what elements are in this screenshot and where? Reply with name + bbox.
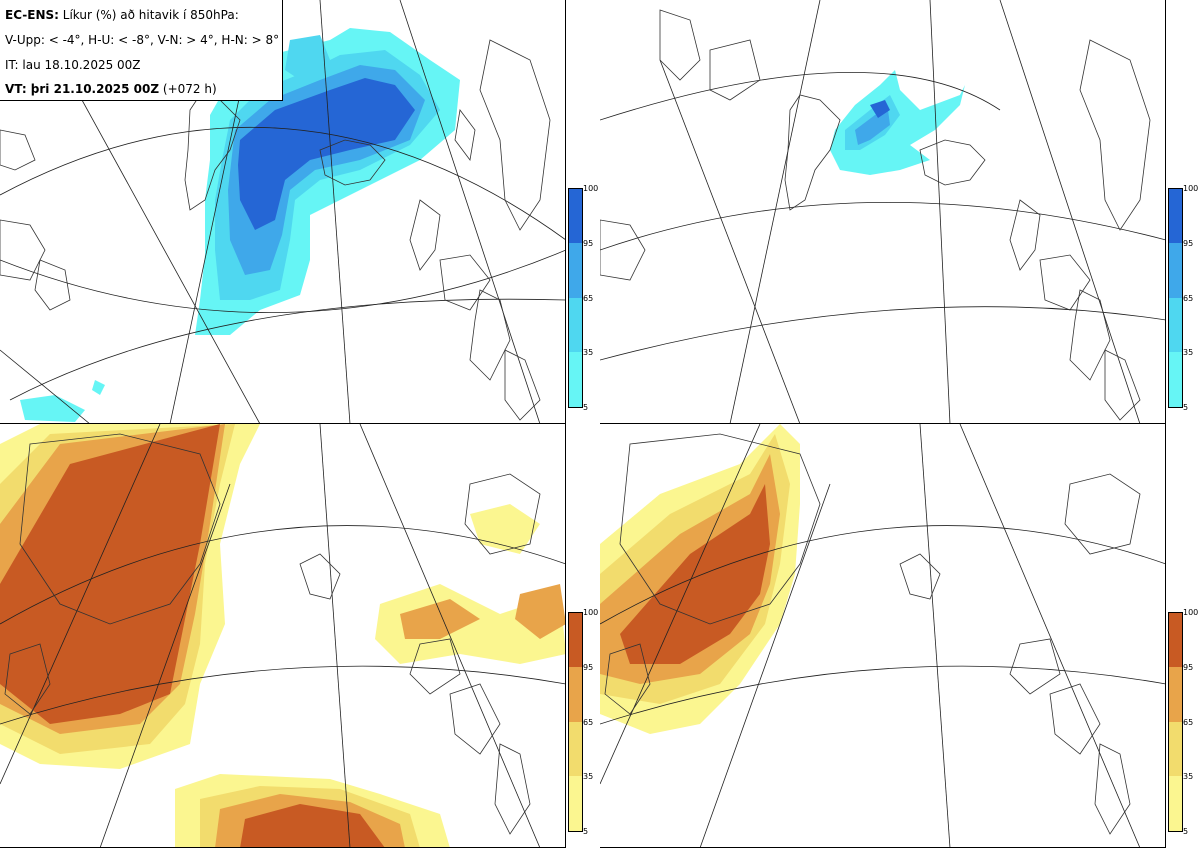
colorbar-label: 65: [1183, 294, 1194, 303]
colorbar-label: 95: [583, 239, 594, 248]
probability-map: [600, 424, 1166, 848]
colorbar-label: 65: [1183, 718, 1194, 727]
colorbar-label: 100: [1183, 184, 1199, 193]
map-panel-cold-minus8: 100 95 65 35 5: [600, 0, 1200, 424]
colorbar-label: 65: [583, 718, 594, 727]
colorbar: [568, 188, 583, 408]
colorbar-label: 95: [1183, 239, 1194, 248]
graticule: [600, 424, 1166, 848]
colorbar-label: 35: [583, 348, 594, 357]
colorbar: [568, 612, 583, 832]
map-panel-warm-plus8: 100 95 65 35 5: [600, 424, 1200, 848]
map-panel-warm-plus4: 100 95 65 35 5: [0, 424, 600, 848]
colorbar-label: 5: [1183, 403, 1189, 412]
info-init-time: IT: lau 18.10.2025 00Z: [5, 58, 141, 72]
colorbar-label: 65: [583, 294, 594, 303]
colorbar-label: 100: [1183, 608, 1199, 617]
probability-shading: [830, 70, 965, 175]
coastlines: [4, 433, 541, 835]
probability-shading: [20, 28, 460, 422]
colorbar-label: 95: [583, 663, 594, 672]
probability-map: [0, 0, 566, 424]
graticule: [0, 424, 566, 848]
colorbar-label: 35: [1183, 772, 1194, 781]
info-valid-time: VT: þri 21.10.2025 00Z (+072 h): [5, 82, 217, 96]
probability-map: [600, 0, 1166, 424]
colorbar: [1168, 188, 1183, 408]
probability-map: [0, 424, 566, 848]
colorbar-label: 5: [583, 403, 589, 412]
coastlines: [604, 433, 1141, 835]
colorbar-label: 5: [1183, 827, 1189, 836]
info-thresholds: V-Upp: < -4°, H-U: < -8°, V-N: > 4°, H-N…: [5, 33, 280, 47]
colorbar-label: 35: [583, 772, 594, 781]
colorbar-label: 100: [583, 184, 599, 193]
probability-shading: [0, 424, 566, 848]
coastlines: [0, 39, 551, 421]
probability-shading: [600, 424, 800, 734]
graticule: [0, 0, 566, 424]
map-info-box: EC-ENS: Líkur (%) að hitavik í 850hPa: V…: [0, 0, 283, 101]
colorbar-label: 5: [583, 827, 589, 836]
colorbar-label: 35: [1183, 348, 1194, 357]
colorbar: [1168, 612, 1183, 832]
info-title: EC-ENS: Líkur (%) að hitavik í 850hPa:: [5, 8, 239, 22]
graticule: [600, 0, 1166, 424]
map-panel-cold-minus4: 100 95 65 35 5 EC-ENS: Líkur (%) að hita…: [0, 0, 600, 424]
coastlines: [600, 9, 1151, 421]
colorbar-label: 95: [1183, 663, 1194, 672]
colorbar-label: 100: [583, 608, 599, 617]
